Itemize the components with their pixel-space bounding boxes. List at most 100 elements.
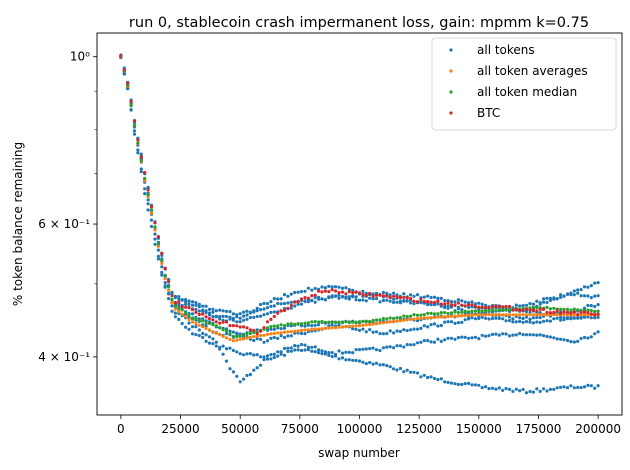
- data-point: [576, 385, 580, 390]
- data-point: [351, 351, 355, 355]
- data-point: [354, 295, 358, 299]
- data-point: [562, 316, 566, 320]
- data-point: [514, 320, 518, 324]
- data-point: [255, 353, 259, 357]
- data-point: [504, 313, 508, 317]
- data-point: [368, 296, 372, 300]
- data-point: [456, 321, 460, 325]
- data-point: [388, 299, 392, 303]
- data-point: [439, 339, 443, 343]
- data-point: [187, 321, 191, 325]
- data-point: [521, 320, 525, 324]
- data-point: [572, 310, 576, 314]
- data-point: [330, 285, 334, 289]
- data-point: [596, 315, 600, 319]
- data-point: [153, 221, 157, 225]
- data-point: [197, 312, 201, 317]
- data-point: [524, 315, 529, 319]
- data-point: [299, 348, 304, 353]
- data-point: [262, 307, 266, 311]
- data-point: [262, 355, 266, 359]
- data-point: [282, 308, 287, 313]
- data-point: [535, 299, 539, 303]
- data-point: [398, 316, 402, 320]
- data-point: [282, 324, 287, 328]
- data-point: [477, 316, 481, 321]
- data-point: [282, 301, 287, 306]
- data-point: [269, 353, 273, 357]
- data-point: [460, 310, 464, 314]
- data-point: [398, 344, 402, 348]
- data-point: [245, 326, 249, 330]
- data-point: [467, 381, 471, 385]
- data-point: [354, 358, 358, 363]
- data-point: [327, 284, 331, 288]
- data-point: [242, 314, 246, 318]
- data-point: [327, 295, 331, 299]
- data-point: [552, 296, 556, 300]
- data-point: [559, 307, 563, 311]
- data-point: [596, 294, 600, 298]
- data-point: [477, 383, 481, 387]
- data-point: [187, 306, 191, 310]
- data-point: [415, 371, 420, 375]
- data-point: [446, 304, 450, 308]
- data-point: [545, 300, 549, 305]
- data-point: [228, 310, 232, 314]
- data-point: [422, 339, 426, 343]
- data-point: [231, 370, 235, 374]
- data-point: [494, 313, 498, 317]
- data-point: [340, 286, 345, 290]
- data-point: [262, 358, 266, 362]
- data-point: [323, 289, 327, 293]
- data-point: [317, 348, 321, 352]
- data-point: [231, 339, 235, 343]
- x-tick-label: 25000: [161, 422, 199, 436]
- data-point: [221, 314, 225, 318]
- data-point: [507, 334, 512, 338]
- data-point: [555, 313, 559, 317]
- data-point: [214, 314, 218, 318]
- data-point: [521, 306, 525, 310]
- data-point: [279, 352, 283, 356]
- data-point: [429, 311, 433, 315]
- data-point: [252, 338, 256, 343]
- data-point: [378, 318, 382, 322]
- data-point: [470, 316, 474, 320]
- data-point: [378, 348, 382, 353]
- data-point: [548, 307, 553, 311]
- data-point: [552, 313, 556, 317]
- chart-title: run 0, stablecoin crash impermanent loss…: [129, 15, 589, 31]
- data-point: [357, 320, 362, 324]
- data-point: [139, 155, 143, 159]
- data-point: [593, 309, 597, 313]
- data-point: [279, 309, 283, 313]
- data-point: [160, 265, 164, 269]
- data-point: [255, 314, 259, 319]
- data-point: [487, 309, 491, 313]
- data-point: [177, 300, 181, 304]
- data-point: [473, 317, 477, 321]
- data-point: [368, 328, 372, 332]
- x-tick-label: 150000: [456, 422, 502, 436]
- legend-label: all token median: [477, 85, 577, 99]
- data-point: [330, 354, 334, 359]
- data-point: [306, 286, 310, 290]
- data-point: [327, 324, 331, 328]
- data-point: [242, 318, 246, 322]
- data-point: [477, 337, 481, 341]
- data-point: [129, 99, 133, 104]
- data-point: [313, 296, 317, 300]
- data-point: [432, 315, 437, 320]
- data-point: [259, 337, 263, 341]
- data-point: [439, 296, 443, 300]
- data-point: [545, 310, 549, 314]
- data-point: [422, 299, 426, 304]
- data-point: [545, 305, 549, 309]
- data-point: [562, 294, 566, 298]
- data-point: [194, 301, 198, 305]
- data-point: [535, 313, 539, 317]
- data-point: [449, 381, 454, 385]
- data-point: [562, 310, 566, 314]
- data-point: [197, 319, 201, 323]
